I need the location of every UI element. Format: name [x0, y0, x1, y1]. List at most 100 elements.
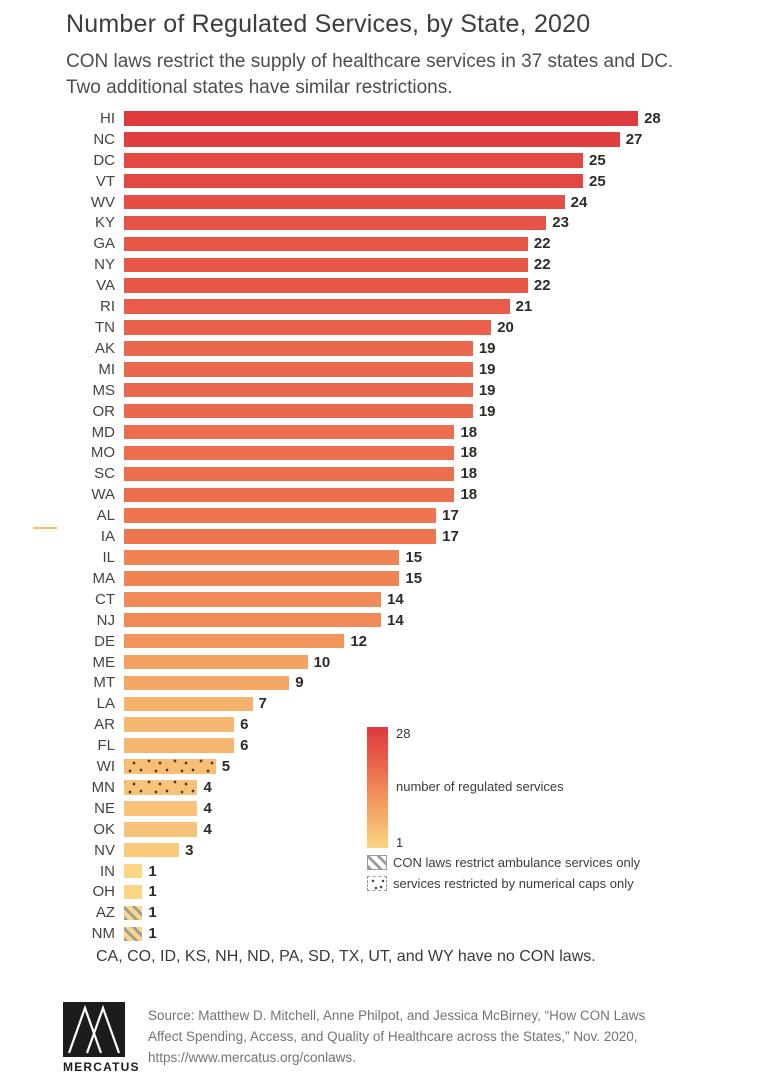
- color-scale-gradient: [367, 727, 388, 848]
- source-citation: Source: Matthew D. Mitchell, Anne Philpo…: [148, 1008, 646, 1065]
- state-label: AZ: [95, 904, 115, 922]
- legend-item-stripes: CON laws restrict ambulance services onl…: [367, 855, 697, 870]
- bar-row: VT 25: [0, 171, 768, 192]
- value-label: 18: [460, 486, 478, 504]
- value-bar: [124, 633, 345, 649]
- state-label: MI: [98, 360, 115, 378]
- state-label: LA: [96, 695, 115, 713]
- bar-row: MS 19: [0, 380, 768, 401]
- state-label: MD: [91, 423, 115, 441]
- state-label: RI: [100, 298, 115, 316]
- value-bar: [124, 194, 565, 210]
- state-label: MS: [92, 381, 116, 399]
- bar-row: LA 7: [0, 693, 768, 714]
- state-label: SC: [94, 465, 115, 483]
- bar-row: MD 18: [0, 422, 768, 443]
- bar-row: WA 18: [0, 484, 768, 505]
- bar-row: NC 27: [0, 129, 768, 150]
- bar-row: DC 25: [0, 150, 768, 171]
- value-label: 22: [533, 256, 551, 274]
- state-label: NV: [94, 841, 115, 859]
- bar-row: IL 15: [0, 547, 768, 568]
- value-label: 28: [644, 109, 661, 127]
- value-bar: [124, 320, 492, 335]
- color-scale: 28 1 number of regulated services: [367, 726, 697, 850]
- bar-chart: HI 28 NC 27 DC 25 VT 25 WV 24 KY 23 GA 22 NY 22 VA 22 RI 21…: [0, 108, 768, 944]
- bar-row: WI 5: [0, 756, 768, 777]
- bar-row: VA 22: [0, 275, 768, 296]
- value-label: 18: [460, 423, 478, 441]
- bar-row: NM 1: [0, 923, 768, 944]
- value-bar: [124, 905, 143, 921]
- state-label: DC: [93, 151, 115, 169]
- state-label: AL: [96, 507, 115, 525]
- state-label: IN: [100, 862, 115, 880]
- value-label: 9: [295, 674, 304, 692]
- state-label: TN: [95, 319, 115, 337]
- state-label: MA: [92, 569, 116, 587]
- bar-row: MT 9: [0, 672, 768, 693]
- bar-row: MO 18: [0, 443, 768, 464]
- state-label: WV: [90, 193, 115, 211]
- value-bar: [124, 801, 198, 816]
- value-bar: [124, 299, 510, 314]
- value-bar: [124, 759, 216, 774]
- color-scale-max-label: 28: [396, 726, 411, 741]
- state-label: NE: [94, 799, 115, 817]
- value-bar: [124, 696, 253, 712]
- value-bar: [124, 863, 143, 879]
- value-label: 14: [387, 611, 404, 629]
- value-label: 24: [570, 193, 588, 211]
- value-bar: [124, 780, 198, 795]
- state-label: KY: [94, 214, 115, 232]
- value-label: 4: [203, 799, 212, 817]
- value-label: 5: [221, 758, 231, 776]
- mercatus-logo: MERCATUS: [63, 1002, 139, 1074]
- state-label: WA: [91, 486, 115, 504]
- value-bar: [124, 382, 473, 398]
- bar-row: IA 17: [0, 526, 768, 547]
- state-label: OH: [92, 883, 116, 901]
- state-label: ME: [92, 653, 116, 671]
- value-bar: [124, 926, 143, 942]
- bar-row: AZ 1: [0, 902, 768, 923]
- state-label: CT: [95, 590, 115, 608]
- legend-item-dots: services restricted by numerical caps on…: [367, 876, 697, 891]
- value-bar: [124, 153, 583, 168]
- value-label: 22: [533, 235, 551, 253]
- value-label: 3: [185, 841, 194, 859]
- value-bar: [124, 884, 143, 900]
- bar-row: OR 19: [0, 401, 768, 422]
- value-label: 1: [148, 904, 157, 922]
- state-label: VT: [95, 172, 115, 190]
- bar-row: NJ 14: [0, 610, 768, 631]
- color-scale-min-label: 1: [396, 835, 404, 850]
- value-label: 4: [203, 778, 212, 796]
- value-label: 12: [350, 632, 367, 650]
- value-label: 6: [240, 716, 249, 734]
- value-label: 19: [478, 402, 496, 420]
- subtitle-line-1: CON laws restrict the supply of healthca…: [66, 51, 674, 72]
- value-bar: [124, 842, 180, 858]
- value-bar: [124, 675, 290, 691]
- value-bar: [124, 173, 583, 189]
- state-label: HI: [100, 109, 115, 127]
- value-bar: [124, 508, 437, 523]
- state-label: GA: [93, 235, 115, 253]
- value-label: 19: [478, 381, 496, 399]
- value-label: 1: [148, 883, 157, 901]
- value-label: 22: [533, 277, 551, 295]
- value-bar: [124, 571, 400, 586]
- value-label: 15: [405, 548, 423, 566]
- value-bar: [124, 487, 455, 503]
- bar-row: IN 1: [0, 861, 768, 882]
- mercatus-logo-icon: [63, 1002, 125, 1057]
- stripe-pattern-swatch-icon: [367, 855, 387, 870]
- state-label: NY: [94, 256, 115, 274]
- bar-row: NY 22: [0, 254, 768, 275]
- bar-row: MN 4: [0, 777, 768, 798]
- dots-pattern-swatch-icon: [367, 876, 387, 891]
- bar-row: AR 6: [0, 714, 768, 735]
- value-bar: [124, 529, 437, 544]
- value-label: 14: [387, 590, 404, 608]
